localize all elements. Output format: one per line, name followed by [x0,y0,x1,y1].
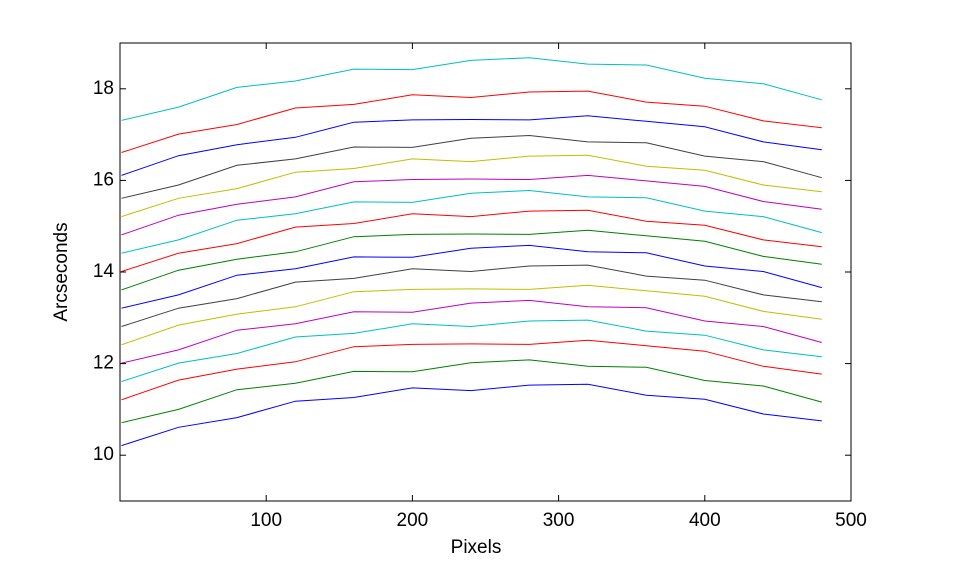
y-axis-label: Arcseconds [51,222,72,321]
data-line [121,339,822,401]
x-tick-label: 400 [689,510,721,531]
data-line [121,154,822,218]
x-axis-label: Pixels [451,537,502,558]
data-line [121,383,822,447]
x-tick-label: 100 [250,510,282,531]
data-line [121,90,822,153]
data-line [121,115,822,176]
y-tick-label: 12 [93,353,114,374]
data-line [121,174,822,236]
data-line [121,264,822,327]
data-line [121,284,822,346]
x-tick-label: 500 [835,510,867,531]
x-tick-label: 300 [543,510,575,531]
y-tick-label: 18 [93,78,114,99]
data-line [121,57,822,121]
data-line [121,319,822,382]
data-line [121,244,822,309]
data-line [121,189,822,254]
data-line [121,359,822,424]
data-line [121,299,822,364]
data-line [121,209,822,272]
y-tick-label: 14 [93,261,115,282]
x-tick-label: 200 [397,510,429,531]
data-line [121,134,822,199]
y-tick-label: 16 [93,169,114,190]
data-line [121,229,822,291]
y-tick-label: 10 [93,444,114,465]
